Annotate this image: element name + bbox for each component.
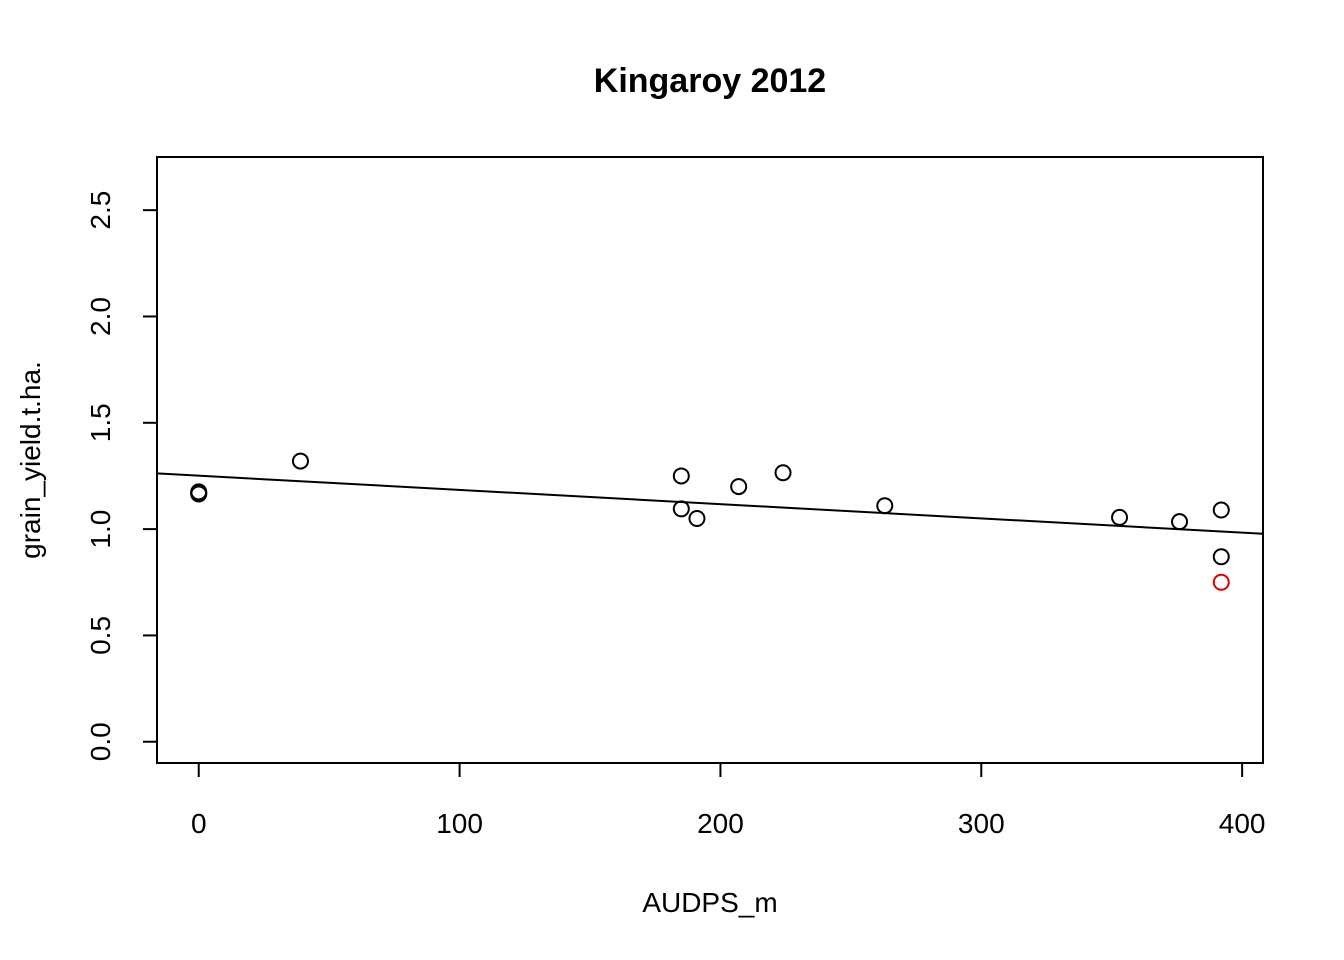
data-point	[190, 485, 208, 503]
data-point	[672, 500, 690, 518]
y-tick-label: 2.0	[85, 297, 116, 336]
y-tick-label: 0.5	[85, 616, 116, 655]
x-tick-label: 0	[191, 808, 207, 839]
regression-line	[156, 472, 1264, 535]
data-point	[774, 464, 792, 482]
data-point	[688, 509, 706, 527]
chart-title: Kingaroy 2012	[594, 62, 826, 100]
x-axis-label: AUDPS_m	[642, 887, 777, 918]
highlighted-data-point	[1212, 573, 1230, 591]
y-tick-label: 1.5	[85, 403, 116, 442]
regression-line-group	[156, 472, 1264, 535]
data-point	[1111, 508, 1129, 526]
data-point	[1212, 501, 1230, 519]
y-axis-label: grain_yield.t.ha.	[15, 361, 46, 559]
y-tick-label: 2.5	[85, 191, 116, 230]
x-tick-label: 400	[1219, 808, 1266, 839]
data-point	[672, 467, 690, 485]
data-point	[1212, 548, 1230, 566]
data-point	[291, 452, 309, 470]
y-tick-label: 1.0	[85, 510, 116, 549]
data-point	[730, 478, 748, 496]
plot-frame	[156, 156, 1264, 764]
x-tick-label: 300	[958, 808, 1005, 839]
x-tick-label: 200	[697, 808, 744, 839]
data-point	[876, 497, 894, 515]
x-axis: 0 100 200 300 400	[191, 762, 1266, 839]
data-point	[1171, 513, 1189, 531]
y-axis: 0.0 0.5 1.0 1.5 2.0 2.5	[85, 191, 158, 761]
x-tick-label: 100	[436, 808, 483, 839]
data-points	[190, 452, 1230, 591]
y-tick-label: 0.0	[85, 722, 116, 761]
